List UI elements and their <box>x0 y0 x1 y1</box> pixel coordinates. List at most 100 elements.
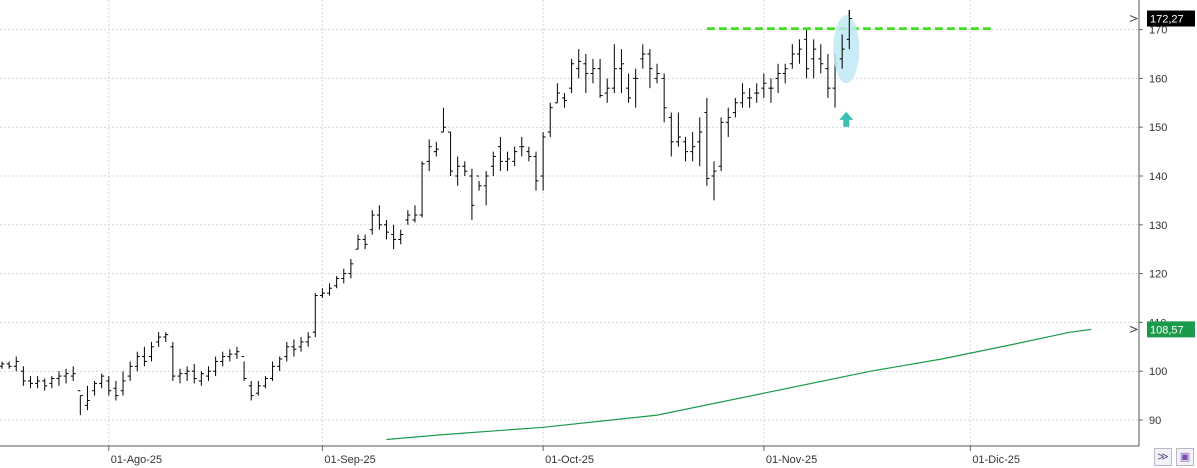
ohlc-bar <box>163 332 169 342</box>
ohlc-bar <box>6 361 12 369</box>
ohlc-bar <box>497 136 503 172</box>
ohlc-bar <box>234 346 240 359</box>
ohlc-bar <box>839 34 845 69</box>
ohlc-bar <box>561 93 567 108</box>
ohlc-bar <box>391 224 397 250</box>
ohlc-bar <box>298 337 304 352</box>
x-tick-label: 01-Sep-25 <box>324 454 375 466</box>
ohlc-bar <box>42 378 48 391</box>
date-axis: 01-Ago-25 01-Sep-25 01-Oct-25 01-Nov-25 01-D… <box>0 445 1139 466</box>
ohlc-bar <box>462 161 468 176</box>
ohlc-bar <box>775 63 781 94</box>
ohlc-bar <box>405 210 411 225</box>
ohlc-bar <box>796 39 802 64</box>
ma-value-label-bg <box>1147 321 1195 338</box>
ohlc-bar <box>134 351 140 372</box>
ohlc-bar <box>56 371 62 386</box>
ohlc-bar <box>490 151 496 176</box>
y-tick-label: 130 <box>1149 220 1167 232</box>
x-tick-label: 01-Nov-25 <box>766 454 817 466</box>
scroll-right-button[interactable]: ≫ <box>1154 448 1172 466</box>
highlight-ellipse <box>833 15 860 84</box>
ohlc-bar <box>597 58 603 98</box>
ohlc-bar <box>804 29 810 79</box>
y-tick-label: 170 <box>1149 25 1167 37</box>
ohlc-bar <box>811 39 817 79</box>
ohlc-bar <box>284 341 290 362</box>
ohlc-bar <box>220 351 226 367</box>
ohlc-bar <box>519 136 525 157</box>
ohlc-bar <box>106 376 112 396</box>
ohlc-bar <box>127 361 133 381</box>
ohlc-bar <box>84 385 90 411</box>
ohlc-bar <box>419 161 425 218</box>
ohlc-bar <box>576 49 582 79</box>
last-price-label: 172,27 <box>1150 14 1184 26</box>
ohlc-bar <box>611 44 617 94</box>
ohlc-bar <box>569 58 575 94</box>
ohlc-bar <box>818 44 824 74</box>
value-labels: 172,27 108,57 <box>1129 10 1195 338</box>
ohlc-bar <box>355 234 361 250</box>
ohlc-bar <box>205 366 211 381</box>
ohlc-bar <box>213 356 219 377</box>
ohlc-bar <box>99 373 105 389</box>
ohlc-bar <box>469 168 475 220</box>
ohlc-bar <box>654 63 660 84</box>
ohlc-bar <box>626 73 632 103</box>
y-tick-label: 150 <box>1149 122 1167 134</box>
ohlc-bar <box>711 161 717 201</box>
ohlc-bar <box>334 276 340 289</box>
ohlc-bar <box>483 171 489 206</box>
ohlc-bar <box>248 380 254 401</box>
ohlc-bar <box>412 205 418 223</box>
ohlc-bar <box>754 83 760 103</box>
ohlc-bar <box>398 229 404 245</box>
ohlc-bar <box>618 49 624 94</box>
ohlc-bar <box>319 288 325 298</box>
arrow-shape <box>839 111 854 127</box>
ohlc-bar <box>668 112 674 157</box>
ohlc-bar <box>255 380 261 396</box>
ohlc-bar <box>184 366 190 381</box>
ohlc-bar <box>369 210 375 235</box>
ohlc-bar <box>683 136 689 162</box>
ohlc-bar <box>476 175 482 191</box>
x-tick-label: 01-Dic-25 <box>972 454 1020 466</box>
ohlc-bar <box>512 146 518 167</box>
price-bars <box>0 10 852 416</box>
ohlc-bar <box>92 380 98 396</box>
ohlc-bar <box>170 341 176 381</box>
last-price-label-bg <box>1147 10 1195 27</box>
ohlc-bar <box>661 73 667 123</box>
ohlc-bar <box>156 332 162 347</box>
ohlc-bar <box>640 44 646 69</box>
ohlc-bar <box>697 117 703 167</box>
ohlc-bar <box>647 49 653 89</box>
ohlc-bar <box>732 97 738 118</box>
ohlc-bar <box>455 156 461 186</box>
ohlc-bar <box>341 268 347 284</box>
ohlc-bar <box>846 10 852 50</box>
y-tick-label: 160 <box>1149 73 1167 85</box>
ohlc-bar <box>327 283 333 296</box>
ohlc-bar <box>789 44 795 69</box>
ohlc-bar <box>768 78 774 103</box>
ohlc-bar <box>505 151 511 172</box>
y-tick-label: 90 <box>1149 415 1161 427</box>
ohlc-bar <box>383 219 389 240</box>
ohlc-bar <box>198 371 204 386</box>
save-icon[interactable]: ▣ <box>1176 448 1194 466</box>
ohlc-bar <box>63 368 69 384</box>
y-tick-label: 100 <box>1149 366 1167 378</box>
x-tick-label: 01-Ago-25 <box>111 454 162 466</box>
ohlc-bar <box>291 339 297 357</box>
ohlc-bar <box>554 83 560 104</box>
ohlc-bar <box>270 361 276 381</box>
ohlc-bar <box>312 293 318 338</box>
ohlc-bar <box>362 234 368 250</box>
ohlc-bar <box>241 356 247 381</box>
ohlc-bar <box>547 102 553 137</box>
ohlc-bar <box>141 346 147 367</box>
